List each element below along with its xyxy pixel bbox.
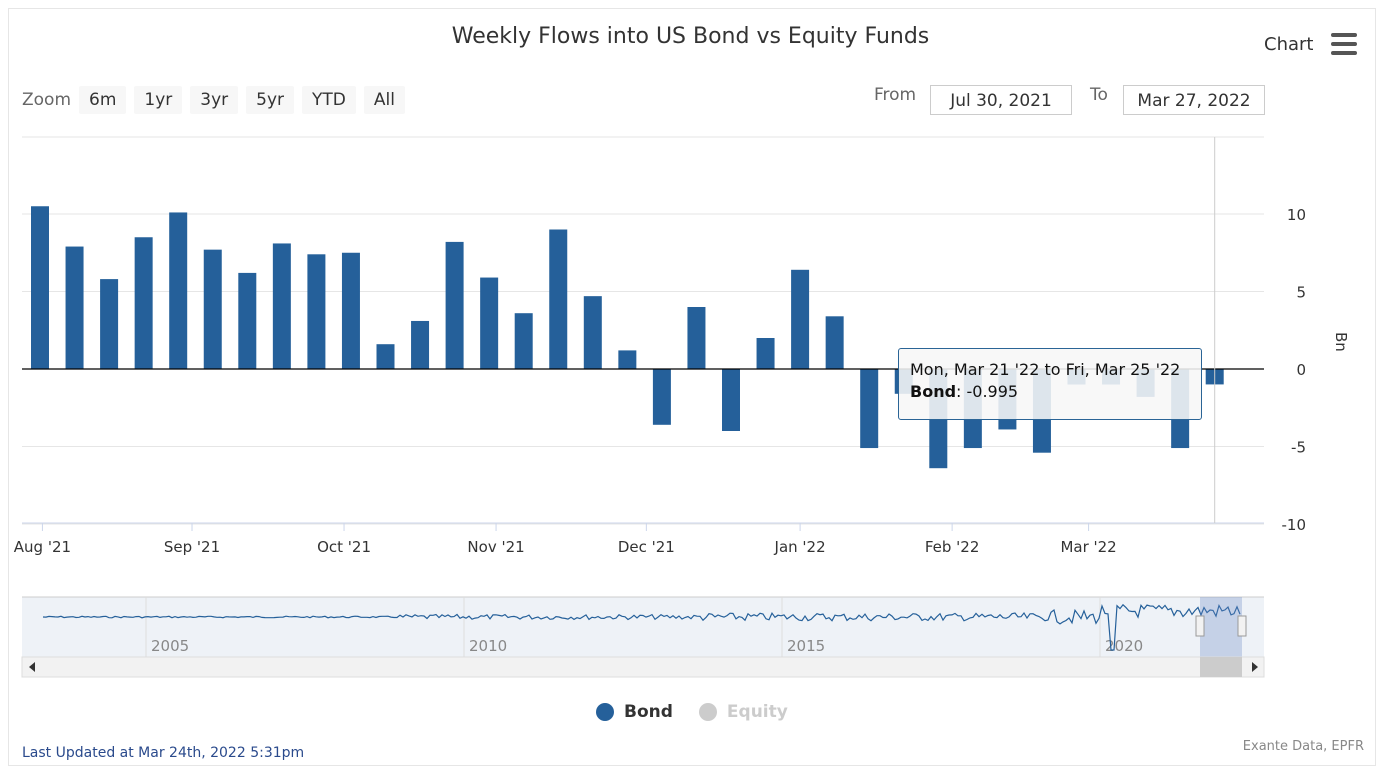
legend: Bond Equity <box>596 702 814 722</box>
zoom-5yr-button[interactable]: 5yr <box>246 86 295 114</box>
zoom-6m-button[interactable]: 6m <box>79 86 127 114</box>
tooltip-date-range: Mon, Mar 21 '22 to Fri, Mar 25 '22 <box>910 360 1181 379</box>
hamburger-menu-icon[interactable] <box>1331 33 1358 55</box>
tooltip-series-name: Bond <box>910 382 957 401</box>
from-label: From <box>874 85 917 105</box>
chart-menu-label[interactable]: Chart <box>1264 33 1314 55</box>
chart-menu[interactable]: Chart <box>1264 33 1358 55</box>
legend-item-bond[interactable]: Bond <box>596 702 673 722</box>
from-date-input[interactable]: Jul 30, 2021 <box>930 85 1072 115</box>
zoom-1yr-button[interactable]: 1yr <box>134 86 183 114</box>
legend-equity-label[interactable]: Equity <box>726 702 788 722</box>
last-updated-text: Last Updated at Mar 24th, 2022 5:31pm <box>22 745 305 761</box>
tooltip-value: : -0.995 <box>956 382 1019 401</box>
chart-container <box>8 8 1376 766</box>
legend-bond-marker <box>596 703 614 721</box>
zoom-all-button[interactable]: All <box>363 86 405 114</box>
legend-item-equity[interactable]: Equity <box>698 702 788 722</box>
source-credit: Exante Data, EPFR <box>1242 739 1364 754</box>
zoom-bar: Zoom 6m 1yr 3yr 5yr YTD All <box>22 86 413 114</box>
chart-title: Weekly Flows into US Bond vs Equity Fund… <box>451 24 930 49</box>
to-label: To <box>1090 85 1108 105</box>
zoom-3yr-button[interactable]: 3yr <box>190 86 239 114</box>
tooltip: Mon, Mar 21 '22 to Fri, Mar 25 '22 Bond:… <box>898 348 1202 420</box>
to-date-input[interactable]: Mar 27, 2022 <box>1123 85 1265 115</box>
legend-equity-marker <box>698 703 717 721</box>
zoom-label: Zoom <box>22 90 72 110</box>
legend-bond-label[interactable]: Bond <box>624 702 673 722</box>
zoom-ytd-button[interactable]: YTD <box>302 86 356 114</box>
